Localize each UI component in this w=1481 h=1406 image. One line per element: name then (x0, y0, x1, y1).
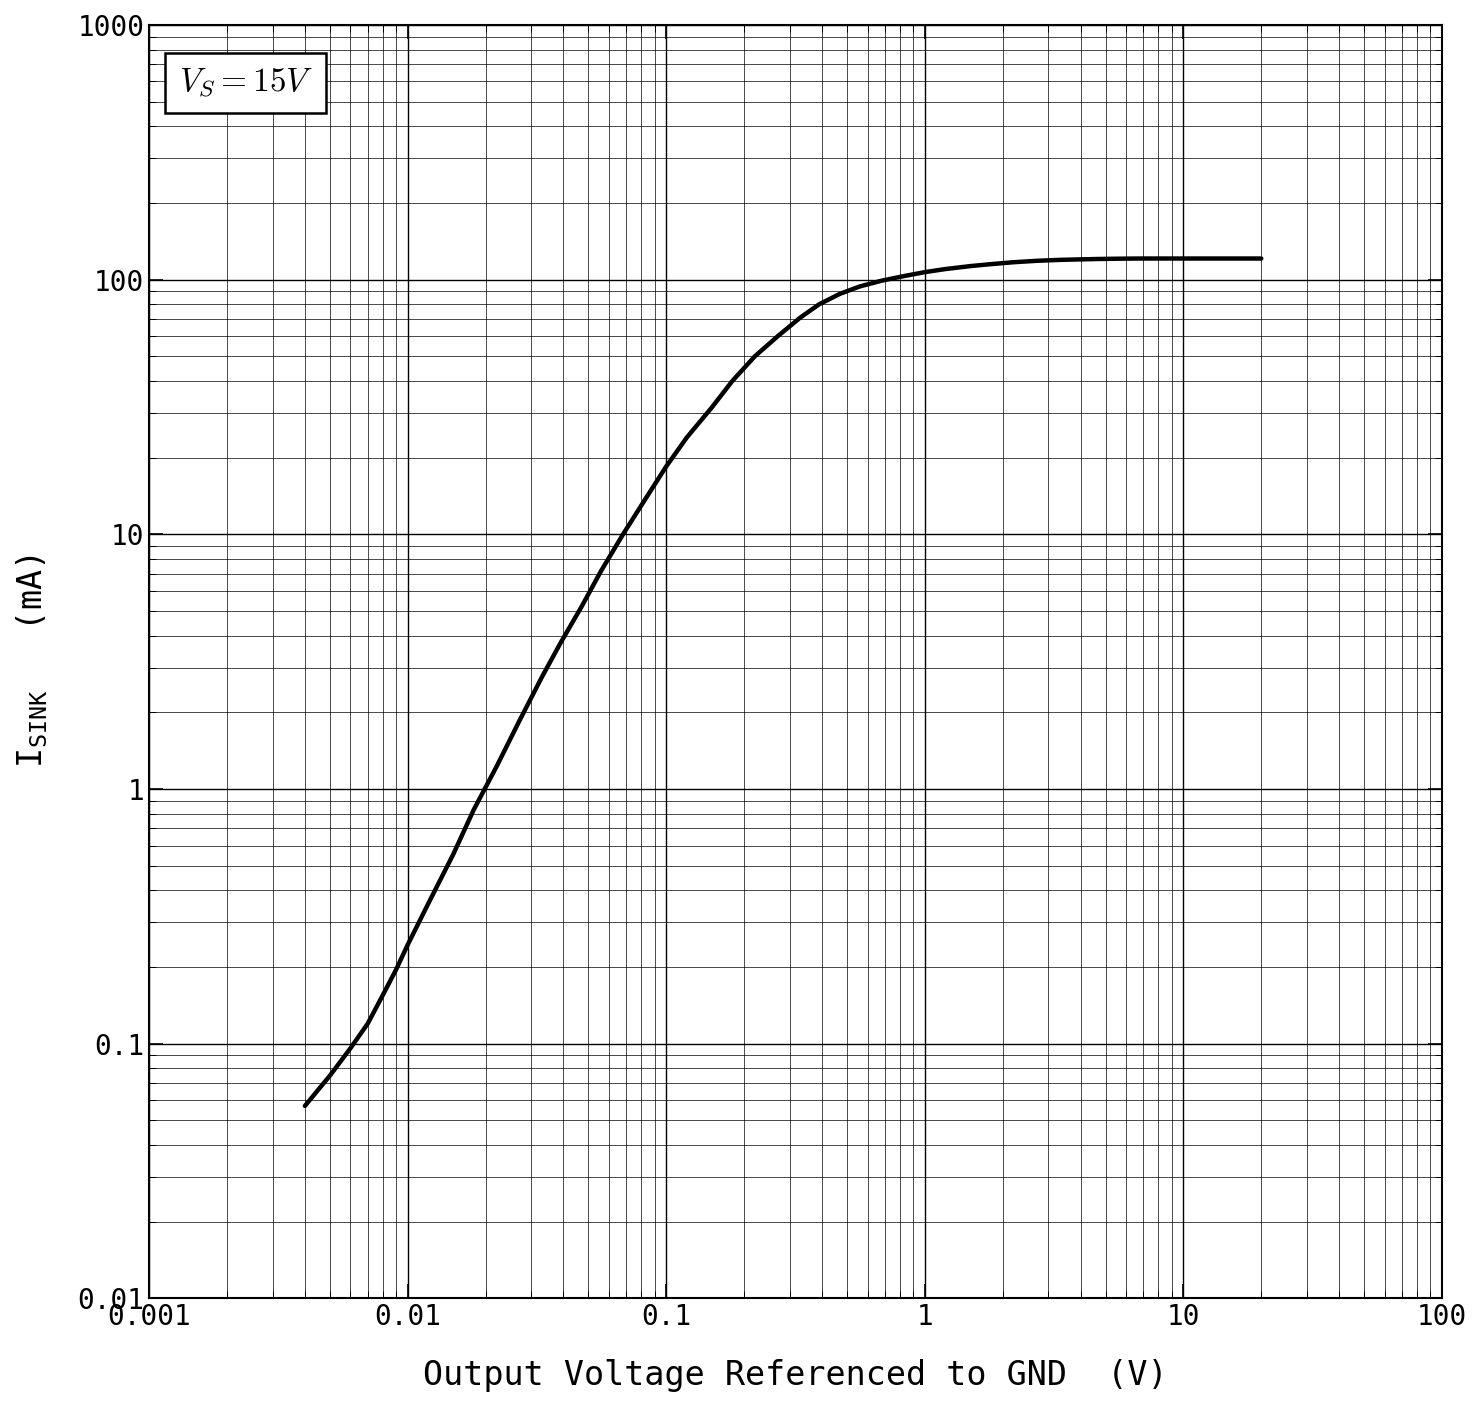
Y-axis label: $\mathregular{I_{SINK}}$   (mA): $\mathregular{I_{SINK}}$ (mA) (13, 555, 49, 768)
X-axis label: Output Voltage Referenced to GND  (V): Output Voltage Referenced to GND (V) (424, 1360, 1169, 1392)
Text: $V_S = 15V$: $V_S = 15V$ (179, 66, 312, 100)
